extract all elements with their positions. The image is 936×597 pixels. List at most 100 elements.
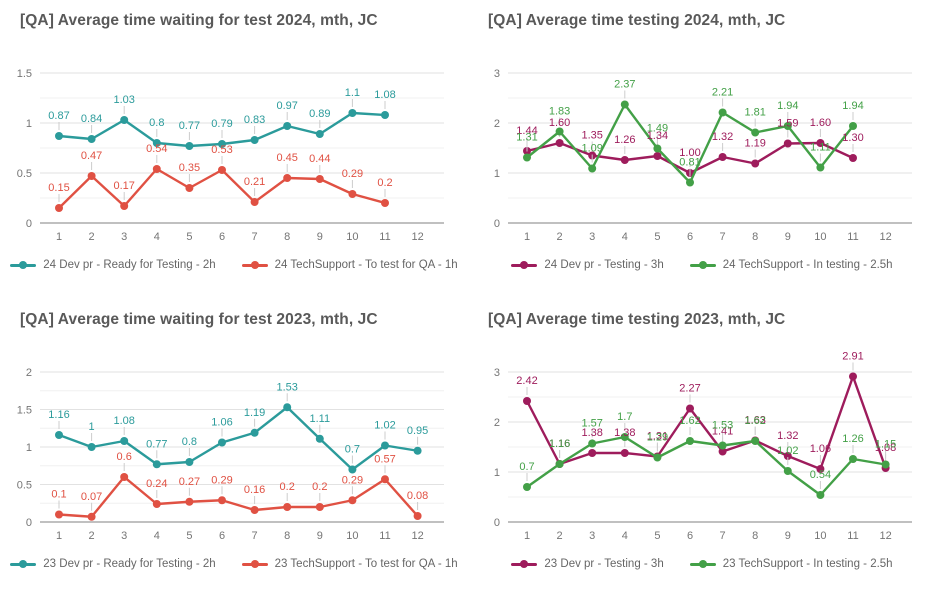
data-point[interactable] — [523, 153, 531, 162]
data-point[interactable] — [348, 465, 357, 474]
legend-item[interactable]: 24 TechSupport - To test for QA - 1h — [241, 259, 458, 271]
data-point[interactable] — [152, 500, 161, 508]
data-point[interactable] — [620, 433, 629, 441]
data-point[interactable] — [783, 452, 792, 460]
data-point[interactable] — [588, 449, 597, 457]
data-point[interactable] — [250, 428, 259, 437]
data-point[interactable] — [783, 467, 792, 475]
data-point[interactable] — [55, 204, 63, 212]
data-point[interactable] — [686, 178, 694, 187]
data-point[interactable] — [816, 139, 825, 147]
legend-item[interactable]: 24 Dev pr - Ready for Testing - 2h — [10, 259, 216, 271]
data-point[interactable] — [620, 156, 629, 164]
data-point[interactable] — [523, 483, 531, 491]
data-point[interactable] — [185, 142, 194, 150]
data-point[interactable] — [751, 128, 760, 137]
data-point[interactable] — [816, 465, 825, 473]
data-point[interactable] — [218, 496, 226, 505]
data-point[interactable] — [348, 190, 357, 198]
data-point[interactable] — [849, 154, 857, 162]
data-point[interactable] — [588, 164, 597, 173]
data-point[interactable] — [381, 199, 389, 207]
data-point[interactable] — [620, 100, 629, 109]
data-point[interactable] — [55, 132, 63, 140]
legend-item[interactable]: 23 TechSupport - To test for QA - 1h — [241, 558, 458, 570]
data-point[interactable] — [849, 122, 857, 130]
data-point[interactable] — [381, 441, 389, 450]
data-point[interactable] — [120, 473, 129, 481]
data-point[interactable] — [120, 202, 129, 210]
data-point[interactable] — [315, 434, 324, 443]
data-point[interactable] — [718, 153, 727, 161]
legend-item[interactable]: 23 Dev pr - Ready for Testing - 2h — [10, 558, 216, 570]
data-point[interactable] — [185, 458, 194, 466]
data-point[interactable] — [718, 441, 727, 450]
data-point[interactable] — [523, 397, 531, 405]
data-point[interactable] — [185, 497, 194, 506]
data-point[interactable] — [315, 503, 324, 511]
legend-item[interactable]: 23 Dev pr - Testing - 3h — [511, 558, 664, 570]
data-point[interactable] — [881, 460, 890, 469]
data-point[interactable] — [653, 453, 662, 462]
data-point-label: 0.7 — [519, 461, 534, 473]
data-point[interactable] — [250, 136, 259, 144]
data-point[interactable] — [751, 437, 760, 445]
data-point[interactable] — [751, 159, 760, 168]
data-point[interactable] — [283, 122, 292, 130]
data-point[interactable] — [87, 172, 96, 180]
data-point[interactable] — [315, 175, 324, 183]
data-point[interactable] — [87, 512, 96, 521]
data-point[interactable] — [283, 403, 292, 412]
data-point[interactable] — [87, 443, 96, 451]
data-point[interactable] — [381, 111, 389, 119]
data-point[interactable] — [686, 437, 694, 445]
data-point[interactable] — [250, 198, 259, 206]
data-point[interactable] — [348, 496, 357, 505]
data-point[interactable] — [152, 139, 161, 147]
data-point[interactable] — [816, 491, 825, 499]
data-point[interactable] — [718, 108, 727, 117]
data-point-label: 1.49 — [647, 123, 668, 135]
data-point[interactable] — [381, 475, 389, 484]
data-point[interactable] — [653, 152, 662, 160]
data-point[interactable] — [55, 510, 63, 519]
data-point[interactable] — [55, 431, 63, 439]
data-point-label: 1.38 — [581, 427, 602, 439]
legend-item[interactable]: 24 TechSupport - In testing - 2.5h — [689, 259, 893, 271]
data-point[interactable] — [152, 165, 161, 173]
data-point[interactable] — [718, 447, 727, 456]
data-point[interactable] — [555, 460, 564, 468]
data-point[interactable] — [849, 372, 857, 381]
data-point[interactable] — [283, 503, 292, 511]
data-point[interactable] — [348, 109, 357, 117]
legend-marker-line — [241, 560, 268, 568]
data-point[interactable] — [185, 184, 194, 192]
data-point[interactable] — [413, 446, 422, 455]
data-point[interactable] — [588, 439, 597, 448]
data-point[interactable] — [555, 127, 564, 136]
data-point[interactable] — [653, 144, 662, 153]
data-point[interactable] — [849, 455, 857, 463]
data-point[interactable] — [87, 135, 96, 143]
data-point[interactable] — [686, 404, 694, 413]
data-point[interactable] — [816, 163, 825, 172]
data-point-label: 0.2 — [312, 481, 327, 493]
data-point[interactable] — [250, 506, 259, 514]
data-point[interactable] — [218, 140, 226, 148]
data-point[interactable] — [620, 449, 629, 457]
data-point[interactable] — [783, 139, 792, 148]
data-point[interactable] — [152, 460, 161, 469]
data-point[interactable] — [555, 139, 564, 147]
data-point-label: 0.77 — [146, 438, 167, 450]
data-point[interactable] — [783, 122, 792, 130]
data-point-label: 0.54 — [810, 469, 831, 481]
data-point[interactable] — [218, 166, 226, 174]
legend-item[interactable]: 24 Dev pr - Testing - 3h — [511, 259, 664, 271]
data-point[interactable] — [283, 174, 292, 182]
data-point[interactable] — [218, 438, 226, 447]
data-point[interactable] — [120, 116, 129, 124]
data-point[interactable] — [120, 437, 129, 445]
data-point[interactable] — [315, 130, 324, 138]
data-point[interactable] — [413, 512, 422, 520]
legend-item[interactable]: 23 TechSupport - In testing - 2.5h — [689, 558, 893, 570]
